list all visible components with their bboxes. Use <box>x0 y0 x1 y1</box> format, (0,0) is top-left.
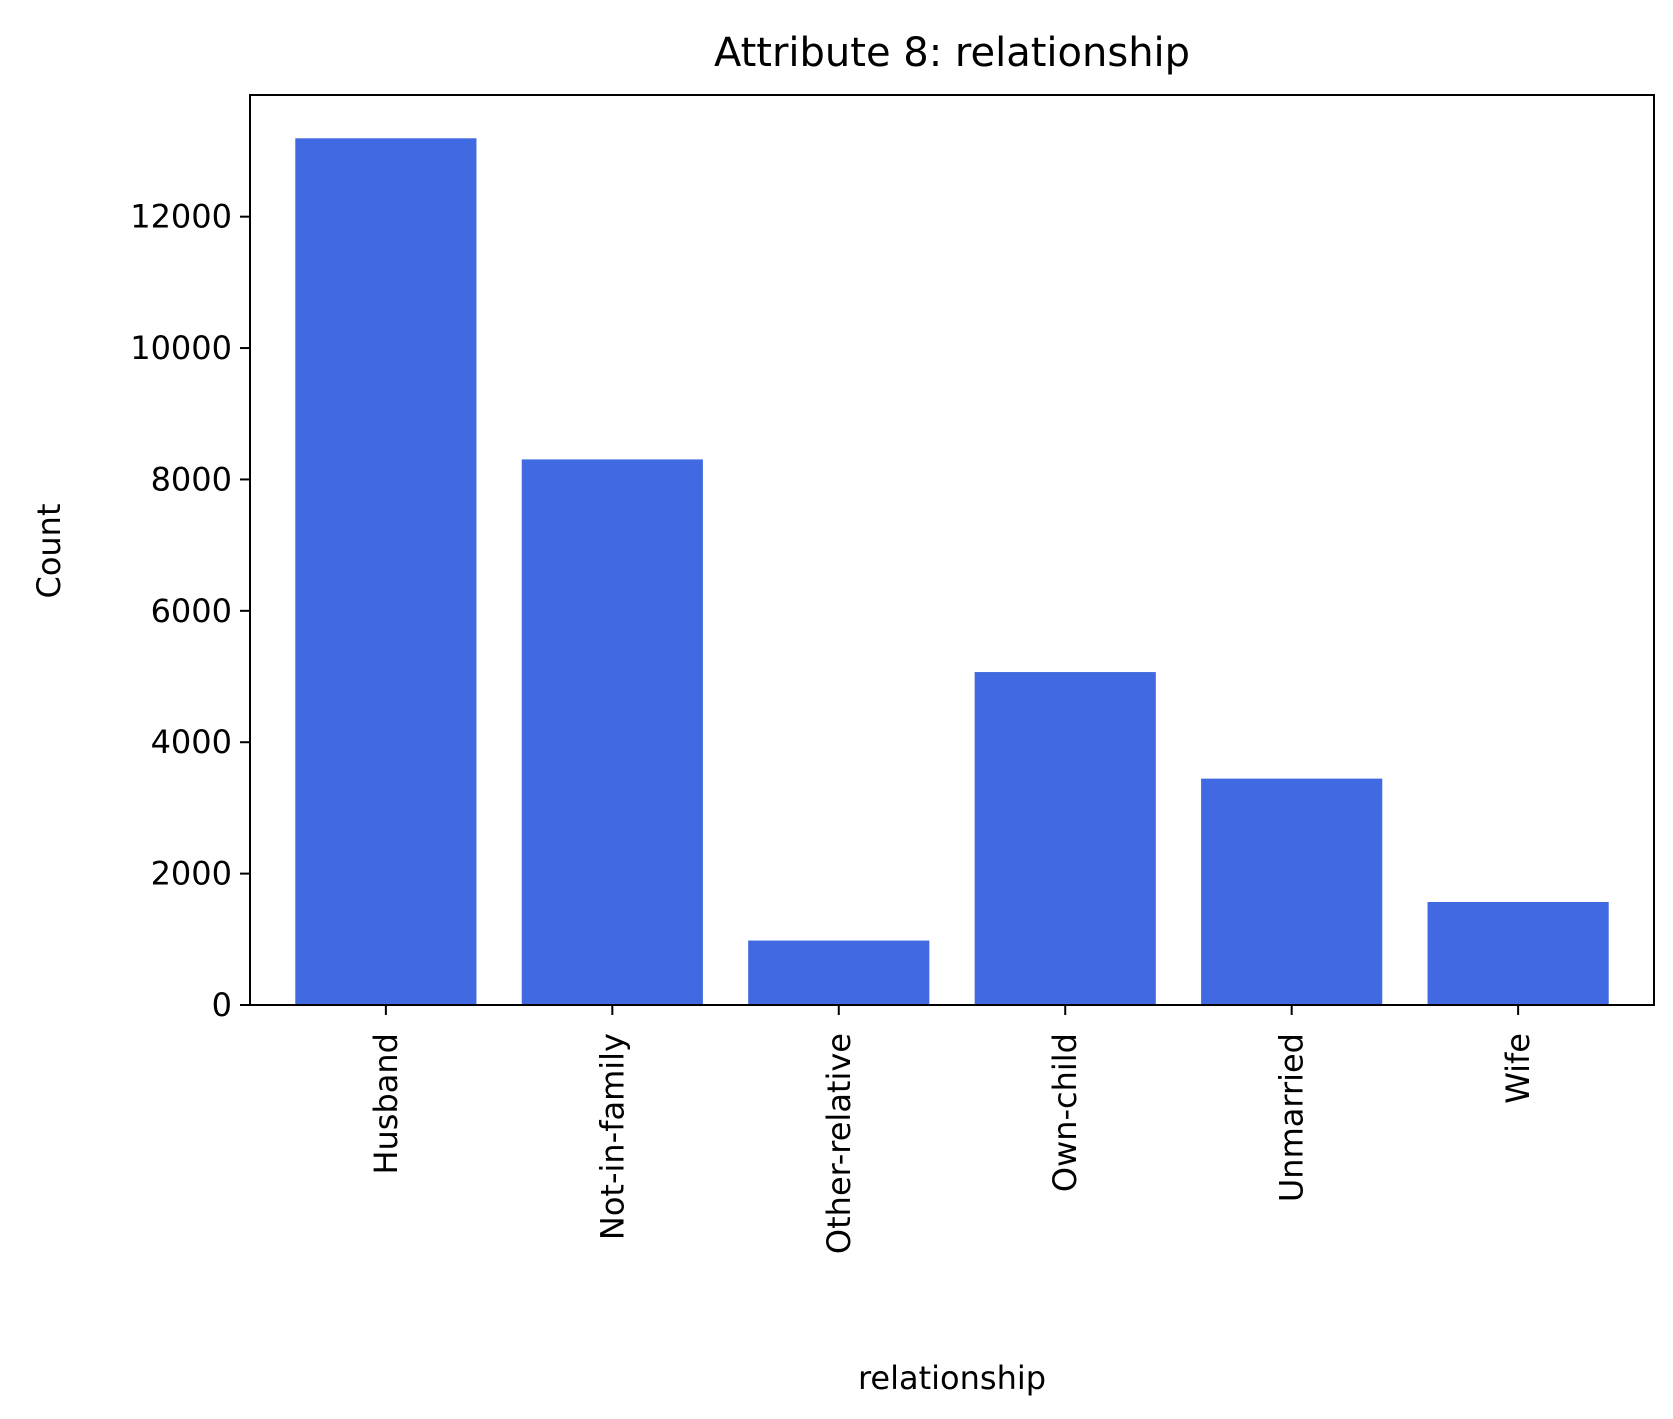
y-tick-label: 2000 <box>151 855 232 893</box>
y-tick-label: 4000 <box>151 723 232 761</box>
x-tick-label: Wife <box>1499 1033 1537 1104</box>
x-tick-label: Not-in-family <box>593 1033 631 1240</box>
x-tick-label: Own-child <box>1046 1033 1084 1192</box>
bar-own-child <box>974 672 1156 1005</box>
bar-other-relative <box>748 940 930 1005</box>
bar-husband <box>295 138 477 1005</box>
bar-wife <box>1427 901 1609 1005</box>
y-tick-label: 8000 <box>151 460 232 498</box>
x-tick-label: Other-relative <box>820 1033 858 1254</box>
y-tick-label: 0 <box>212 986 232 1024</box>
chart-title: Attribute 8: relationship <box>714 30 1190 76</box>
x-axis-label: relationship <box>858 1359 1046 1397</box>
plot-frame <box>249 94 1655 1006</box>
bars <box>295 138 1609 1005</box>
bar-unmarried <box>1201 778 1383 1005</box>
y-tick-label: 12000 <box>130 198 232 236</box>
y-tick-label: 10000 <box>130 329 232 367</box>
y-axis-ticks: 0 2000 4000 6000 8000 10000 12000 <box>130 198 250 1024</box>
x-tick-label: Unmarried <box>1273 1033 1311 1202</box>
y-tick-label: 6000 <box>151 592 232 630</box>
y-axis-label: Count <box>30 503 68 598</box>
bar-not-in-family <box>521 459 703 1005</box>
x-tick-label: Husband <box>367 1033 405 1175</box>
x-axis-ticks: Husband Not-in-family Other-relative Own-ch… <box>367 1005 1537 1254</box>
